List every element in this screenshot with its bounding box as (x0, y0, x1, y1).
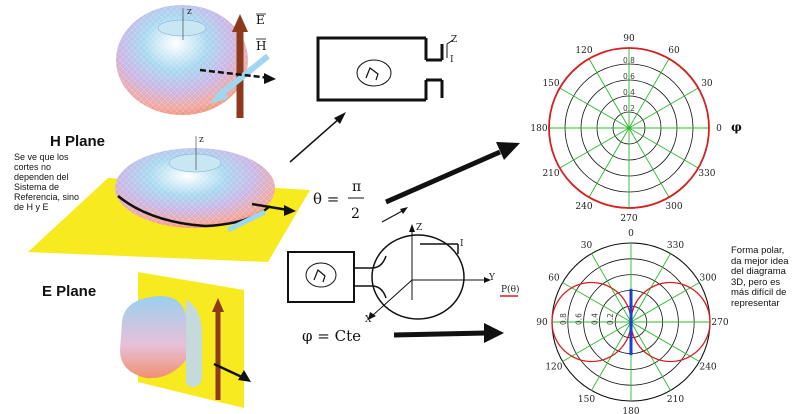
polar-radial-label: 0.8 (623, 56, 635, 65)
polar-radial-label: 0.2 (623, 104, 635, 113)
polar-radial-label: 0.4 (590, 313, 599, 325)
polar-spoke (559, 87, 630, 129)
polar-radial-label: 0.2 (606, 313, 615, 325)
e-plane-e-arrow (212, 298, 224, 400)
polar-angle-label: 180 (530, 124, 547, 134)
polar-angle-label: 0 (628, 229, 634, 239)
polar-spoke (562, 282, 632, 323)
polar-radial-label: 0.6 (623, 72, 635, 81)
antenna-bottom-x-label: X (365, 315, 372, 325)
polar-angle-label: 90 (536, 318, 548, 328)
arrow-to-polar-top (384, 142, 520, 205)
polar-angle-label: 270 (711, 318, 728, 328)
h-field-arrow (210, 53, 270, 104)
propagation-arrow-h (251, 202, 296, 216)
polar-spoke (588, 127, 630, 198)
polar-angle-label: 60 (668, 46, 680, 56)
polar-angle-label: 150 (542, 79, 559, 89)
p-theta-label: P(θ) (501, 284, 520, 295)
phi-equation: φ = Cte (302, 327, 361, 345)
theta-numerator: π (352, 179, 361, 195)
antenna-bottom: Z I Y X P(θ) (287, 223, 520, 325)
note-cuts-independence: Se ve que los cortes no dependen del Sis… (14, 152, 80, 212)
polar-spoke (588, 58, 630, 129)
polar-plot-e-plane: 0 30 60 90 120 150 180 210 240 270 300 330 0.8 0.6 0.4… (536, 229, 729, 414)
theta-equation: θ = π 2 (313, 179, 364, 222)
polar-angle-label: 300 (699, 274, 716, 284)
antenna-bottom-i-label: I (460, 239, 464, 249)
h-plane-title: H Plane (50, 133, 106, 150)
polar-angle-label: 210 (667, 395, 684, 405)
polar-radial-label: 0.8 (559, 313, 568, 325)
polar-spoke (628, 87, 699, 129)
h-plane-h-arrow (226, 209, 267, 233)
propagation-arrow-e (213, 362, 251, 382)
torus-h-plane: z (115, 135, 275, 228)
polar-radial-label: 0.6 (575, 313, 584, 325)
polar-spoke (562, 321, 632, 362)
antenna-top: Z I (316, 35, 457, 102)
polar-spoke (559, 127, 630, 169)
polar-angle-label: 240 (575, 202, 592, 212)
antenna-bottom-z-label: Z (416, 223, 422, 233)
polar-angle-label: 330 (667, 241, 684, 251)
arrow-to-antenna (289, 112, 346, 163)
propagation-arrow-top (199, 68, 276, 84)
polar-angle-label: 0 (716, 124, 722, 134)
note-polar-form: Forma polar, da mejor idea del diagrama … (731, 245, 789, 309)
polar-angle-label: 210 (542, 169, 559, 179)
polar-angle-label: 120 (575, 46, 592, 56)
arrow-to-antenna-bottom (381, 207, 408, 223)
polar-angle-label: 150 (578, 395, 595, 405)
arrow-to-polar-bottom (393, 323, 504, 343)
polar-angle-label: 240 (699, 363, 716, 373)
polar-spoke (630, 321, 700, 362)
polar-spoke (628, 127, 699, 169)
antenna-top-i-label: I (450, 55, 454, 65)
antenna-bottom-y-label: Y (488, 273, 496, 283)
polar-angle-label: 120 (545, 363, 562, 373)
polar-plot-h-plane: 90603003303002702402101801501200.80.60.4… (530, 34, 722, 224)
polar-spoke (628, 127, 670, 198)
polar-angle-label: 90 (623, 34, 635, 44)
torus-top: z (116, 5, 248, 115)
polar-angle-label: 60 (548, 274, 560, 284)
polar-spoke (630, 282, 700, 323)
radiation-pattern (548, 47, 710, 209)
polar-angle-label: 180 (622, 407, 639, 414)
theta-denominator: 2 (351, 206, 360, 222)
polar-angle-label: 30 (701, 79, 713, 89)
e-plane-title: E Plane (42, 283, 97, 300)
polar-angle-label: 270 (620, 214, 637, 224)
axis-z-label-top: z (187, 7, 192, 17)
axis-z-label-h: z (199, 135, 204, 145)
polar-angle-label: 300 (665, 202, 682, 212)
e-vector-label: E (256, 13, 265, 27)
polar-spoke (628, 58, 670, 129)
theta-symbol: θ = (313, 190, 339, 208)
torus-e-plane (120, 296, 202, 388)
phi-axis-label: φ (731, 120, 742, 134)
polar-angle-label: 30 (581, 241, 593, 251)
polar-radial-label: 0.4 (623, 88, 635, 97)
polar-angle-label: 330 (698, 169, 715, 179)
antenna-top-z-label: Z (451, 35, 457, 45)
h-vector-label: H (256, 39, 266, 53)
